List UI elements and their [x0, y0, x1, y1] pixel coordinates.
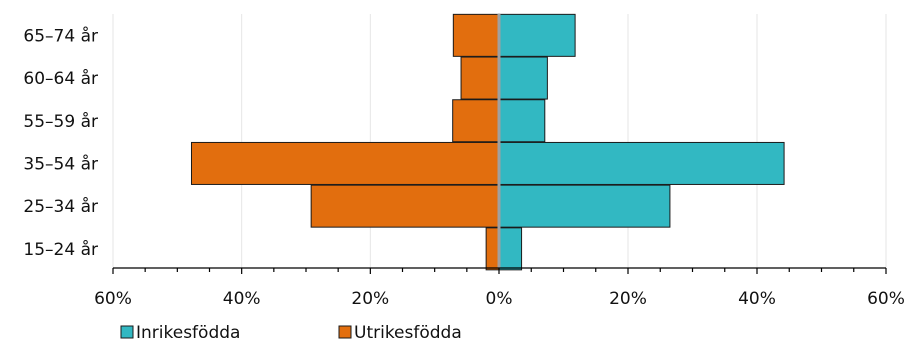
x-tick-label: 60% [867, 289, 905, 309]
bar-utrikesfodda [190, 141, 500, 185]
category-label: 35–54 år [23, 153, 98, 174]
bar-inrikesfodda [498, 56, 548, 100]
bar-inrikesfodda [498, 141, 785, 185]
bar-utrikesfodda [460, 56, 500, 100]
legend-label: Utrikesfödda [354, 323, 462, 343]
bars [190, 13, 785, 271]
category-label: 55–59 år [23, 111, 98, 132]
bar-inrikesfodda [498, 184, 671, 228]
legend-label: Inrikesfödda [136, 323, 240, 343]
x-tick-label: 60% [94, 289, 132, 309]
legend-swatch [120, 325, 134, 339]
category-labels: 65–74 år 60–64 år 55–59 år 35–54 år 25–34 år… [23, 25, 98, 260]
grid-lines [112, 14, 887, 268]
category-label: 65–74 år [23, 25, 98, 46]
x-tick-label: 20% [351, 289, 389, 309]
x-tick-label: 40% [738, 289, 776, 309]
legend-swatch [338, 325, 352, 339]
bar-inrikesfodda [498, 13, 576, 57]
bar-utrikesfodda [485, 227, 500, 271]
category-label: 15–24 år [23, 239, 98, 260]
bar-utrikesfodda [452, 99, 500, 143]
x-tick-label: 0% [486, 289, 513, 309]
x-tick-label: 20% [609, 289, 647, 309]
category-label: 60–64 år [23, 68, 98, 89]
bar-inrikesfodda [498, 227, 523, 271]
x-axis: 60% 40% 20% 0% 20% 40% 60% [94, 267, 905, 309]
category-label: 25–34 år [23, 196, 98, 217]
bar-utrikesfodda [310, 184, 500, 228]
bar-inrikesfodda [498, 99, 546, 143]
x-tick-label: 40% [223, 289, 261, 309]
legend: Inrikesfödda Utrikesfödda [120, 323, 462, 343]
bar-utrikesfodda [452, 13, 500, 57]
